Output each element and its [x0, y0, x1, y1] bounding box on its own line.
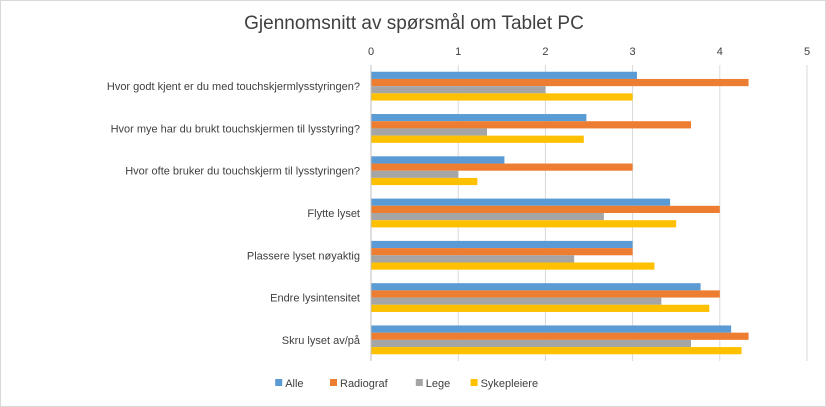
- bar-lege: [371, 170, 459, 178]
- bar-sykepleiere: [371, 304, 710, 312]
- bar-lege: [371, 297, 662, 305]
- legend-label: Sykepleiere: [481, 378, 538, 390]
- x-tick-label: 4: [717, 46, 723, 58]
- legend: Alle Radiograf Lege Sykepleiere: [275, 378, 538, 390]
- bar-alle: [371, 114, 587, 122]
- bar-sykepleiere: [371, 220, 677, 228]
- legend-swatch-sykepleiere: [470, 379, 478, 386]
- bar-alle: [371, 156, 505, 164]
- x-tick-label: 3: [630, 46, 636, 58]
- bar-radiograf: [371, 78, 749, 87]
- bar-radiograf: [371, 121, 692, 129]
- category-label: Plassere lyset nøyaktig: [247, 250, 360, 262]
- bars: [371, 71, 749, 355]
- legend-swatch-radiograf: [330, 379, 337, 386]
- bar-alle: [371, 240, 633, 249]
- chart-title: Gjennomsnitt av spørsmål om Tablet PC: [244, 13, 584, 34]
- x-tick-label: 5: [804, 46, 810, 58]
- bar-lege: [371, 255, 575, 263]
- x-tick-label: 1: [455, 46, 461, 58]
- bar-lege: [371, 339, 692, 348]
- bar-sykepleiere: [371, 177, 478, 186]
- legend-swatch-alle: [275, 379, 283, 386]
- category-label: Hvor ofte bruker du touchskjerm til lyss…: [125, 166, 360, 178]
- bar-lege: [371, 86, 546, 94]
- bar-sykepleiere: [371, 135, 584, 143]
- category-label: Endre lysintensitet: [270, 293, 360, 305]
- legend-swatch-lege: [415, 379, 423, 386]
- bar-radiograf: [371, 205, 720, 213]
- category-label: Flytte lyset: [307, 208, 360, 220]
- category-label: Skru lyset av/på: [282, 335, 361, 347]
- bar-lege: [371, 128, 487, 136]
- x-tick-label: 0: [368, 46, 374, 58]
- legend-label: Alle: [285, 378, 303, 390]
- category-label: Hvor godt kjent er du med touchskjermlys…: [107, 81, 360, 93]
- bar-lege: [371, 213, 604, 221]
- bar-sykepleiere: [371, 347, 742, 355]
- bar-radiograf: [371, 163, 633, 171]
- bar-alle: [371, 325, 732, 333]
- category-label: Hvor mye har du brukt touchskjermen til …: [111, 123, 360, 135]
- bar-sykepleiere: [371, 262, 655, 270]
- bar-radiograf: [371, 332, 749, 340]
- legend-label: Lege: [426, 378, 450, 390]
- x-axis-tick-labels: 0 1 2 3 4 5: [368, 46, 810, 58]
- category-labels: Hvor godt kjent er du med touchskjermlys…: [107, 81, 361, 347]
- bar-radiograf: [371, 290, 720, 298]
- legend-label: Radiograf: [340, 378, 389, 390]
- bar-alle: [371, 198, 671, 206]
- x-tick-label: 2: [542, 46, 548, 58]
- bar-radiograf: [371, 248, 633, 256]
- bar-sykepleiere: [371, 93, 633, 101]
- bar-alle: [371, 71, 637, 79]
- bar-alle: [371, 283, 701, 291]
